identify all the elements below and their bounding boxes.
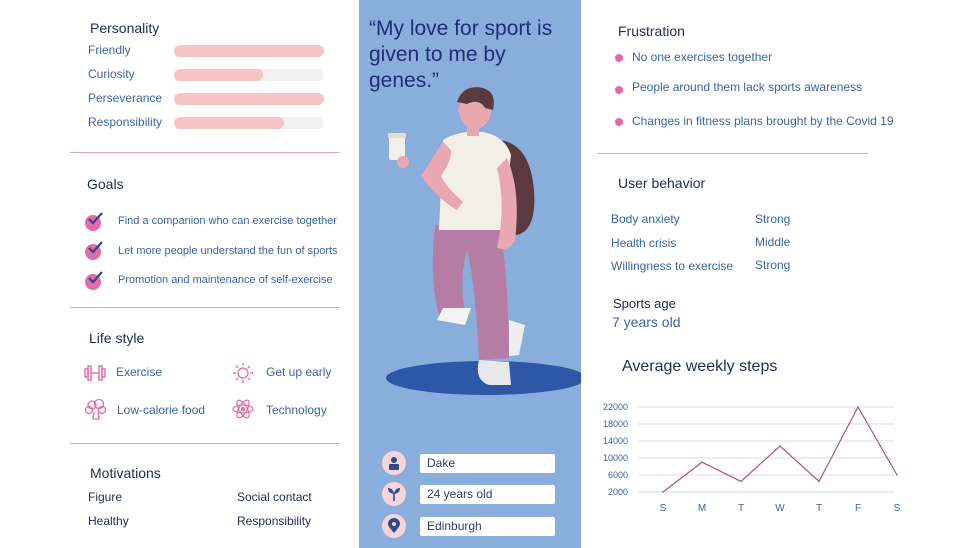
x-tick-label: F xyxy=(855,503,861,514)
lifestyle-label: Exercise xyxy=(116,365,163,379)
frustration-item: No one exercises together xyxy=(632,50,773,64)
frustration-title: Frustration xyxy=(618,23,685,39)
x-tick-label: S xyxy=(894,503,901,514)
trait-label: Perseverance xyxy=(88,91,163,105)
goal-item: Promotion and maintenance of self-exerci… xyxy=(118,274,333,286)
user-behavior-title: User behavior xyxy=(618,175,706,191)
bullet-icon xyxy=(615,54,623,62)
trait-bar xyxy=(174,93,324,105)
location-pin-icon xyxy=(382,514,406,538)
atom-icon xyxy=(232,399,254,419)
lifestyle-label: Get up early xyxy=(266,365,332,379)
x-tick-label: T xyxy=(738,503,744,514)
lifestyle-label: Technology xyxy=(266,403,327,417)
data-point xyxy=(662,491,664,493)
y-tick-label: 14000 xyxy=(603,436,628,446)
motivation-item: Social contact xyxy=(237,490,312,504)
profile-age: 24 years old xyxy=(420,485,555,504)
chart-title: Average weekly steps xyxy=(622,358,778,375)
divider xyxy=(70,152,340,153)
goal-item: Let more people understand the fun of sp… xyxy=(118,245,338,257)
check-icon xyxy=(85,241,103,260)
y-tick-label: 10000 xyxy=(603,453,628,463)
bullet-icon xyxy=(615,118,623,126)
frustration-item: People around them lack sports awareness xyxy=(632,80,863,94)
check-icon xyxy=(85,212,103,231)
data-point xyxy=(779,445,781,447)
trait-label: Responsibility xyxy=(88,115,163,129)
motivation-item: Responsibility xyxy=(237,514,312,528)
y-tick-label: 22000 xyxy=(603,402,628,412)
goal-item: Find a companion who can exercise togeth… xyxy=(118,215,337,227)
data-point xyxy=(701,461,703,464)
trait-label: Curiosity xyxy=(88,67,135,81)
series-line xyxy=(662,405,898,493)
check-icon xyxy=(85,271,103,290)
profile-location: Edinburgh xyxy=(420,517,555,536)
x-tick-label: T xyxy=(816,503,822,514)
behavior-value: Strong xyxy=(755,212,791,226)
sun-icon xyxy=(233,363,253,383)
dumbbell-icon xyxy=(84,365,106,381)
data-point xyxy=(818,480,820,483)
trait-bar xyxy=(174,117,324,129)
sprout-icon xyxy=(382,482,406,506)
behavior-value: Middle xyxy=(755,235,791,249)
divider xyxy=(598,153,868,154)
behavior-value: Strong xyxy=(755,258,791,272)
motivation-item: Figure xyxy=(88,490,123,504)
y-tick-label: 18000 xyxy=(603,419,628,429)
sports-age-label: Sports age xyxy=(613,296,676,311)
trait-label: Friendly xyxy=(88,43,131,57)
data-point xyxy=(857,406,859,408)
behavior-label: Body anxiety xyxy=(611,212,680,226)
broccoli-icon xyxy=(84,398,107,420)
x-tick-label: M xyxy=(698,503,706,514)
trait-bar xyxy=(174,45,324,57)
y-tick-label: 6000 xyxy=(608,470,628,480)
behavior-label: Willingness to exercise xyxy=(611,259,734,273)
data-point xyxy=(896,474,898,476)
weekly-steps-chart: 2000 6000 10000 14000 18000 22000 S M T W T F S xyxy=(603,402,901,514)
user-icon xyxy=(382,451,406,475)
bullet-icon xyxy=(615,86,623,94)
x-tick-label: S xyxy=(660,503,667,514)
lifestyle-label: Low-calorie food xyxy=(117,403,206,417)
sports-age-value: 7 years old xyxy=(612,314,681,330)
personality-title: Personality xyxy=(90,20,160,36)
divider xyxy=(70,307,340,308)
frustration-item: Changes in fitness plans brought by the … xyxy=(632,114,894,128)
profile-name: Dake xyxy=(420,454,555,473)
motivations-title: Motivations xyxy=(90,465,161,481)
y-tick-label: 2000 xyxy=(608,487,628,497)
motivation-item: Healthy xyxy=(88,514,129,528)
persona-quote: “My love for sport is given to me by gen… xyxy=(369,17,553,92)
lifestyle-title: Life style xyxy=(89,330,145,346)
divider xyxy=(70,443,340,444)
goals-title: Goals xyxy=(87,176,124,192)
behavior-label: Health crisis xyxy=(611,236,677,250)
data-point xyxy=(740,480,742,483)
persona-panel: “My love for sport is given to me by gen… xyxy=(359,0,581,548)
trait-bar xyxy=(174,69,324,81)
x-tick-label: W xyxy=(775,503,785,514)
persona-illustration xyxy=(386,87,581,395)
